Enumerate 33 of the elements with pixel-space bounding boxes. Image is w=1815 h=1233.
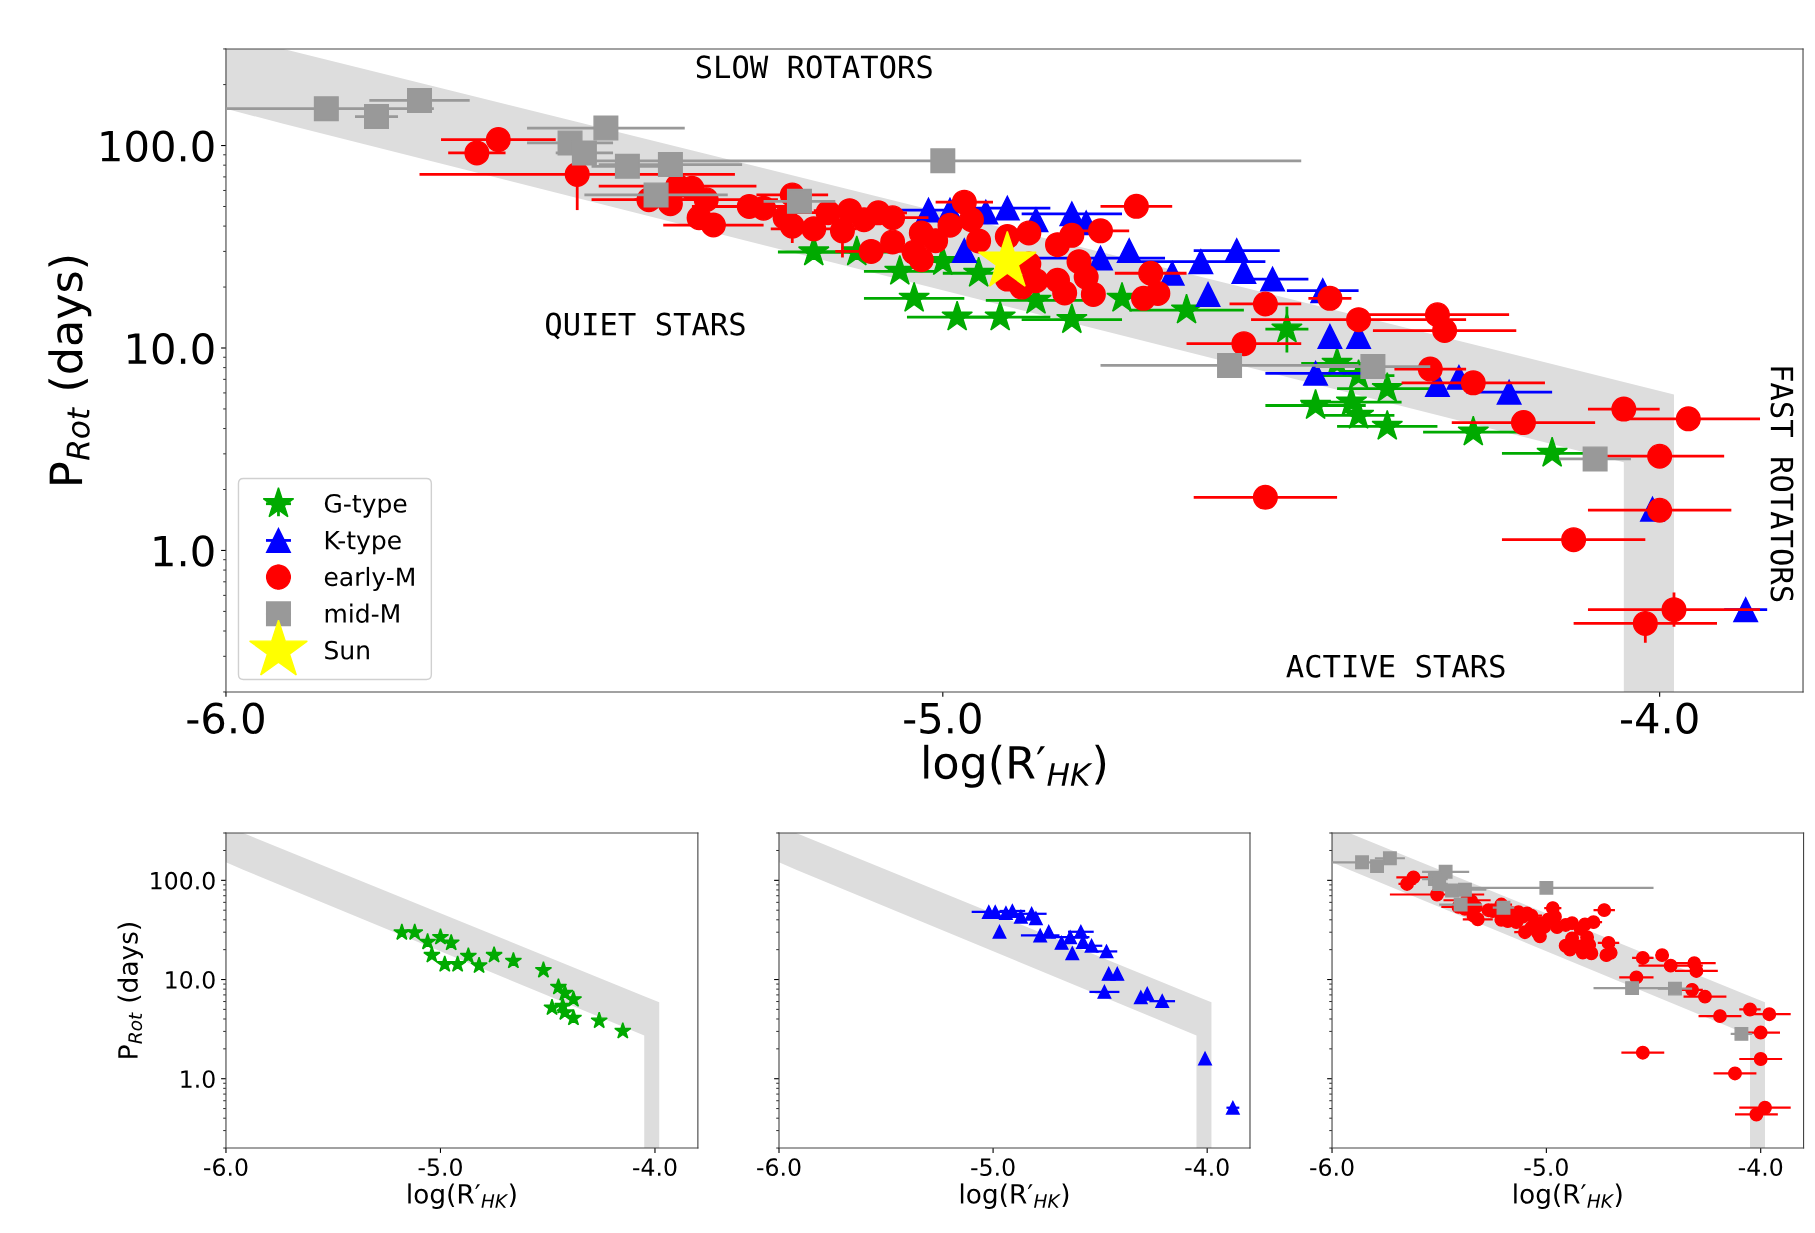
legend-label: mid-M — [325, 603, 399, 623]
x-tick-label: -5.0 — [1524, 1158, 1568, 1177]
legend-label: G-type — [324, 493, 407, 518]
x-tick-label: -4.0 — [633, 1158, 677, 1177]
y-tick-label: 100.0 — [101, 130, 214, 162]
y-tick-label: 1.0 — [181, 1070, 215, 1089]
annotation: FAST ROTATORS — [1770, 367, 1794, 602]
annotation: QUIET STARS — [546, 312, 745, 340]
x-tick-label: -5.0 — [971, 1158, 1015, 1177]
x-tick-label: -5.0 — [904, 702, 981, 734]
x-tick-label: -6.0 — [204, 1158, 248, 1177]
x-axis-title: log(R′$_{HK}$) — [960, 1183, 1069, 1209]
legend-label: K-type — [325, 530, 401, 555]
x-tick-label: -6.0 — [757, 1158, 801, 1177]
y-axis-title: P$_{Rot}$ (days) — [117, 923, 144, 1058]
x-tick-label: -4.0 — [1185, 1158, 1229, 1177]
y-tick-label: 100.0 — [151, 871, 215, 890]
y-tick-label: 10.0 — [128, 332, 214, 365]
x-tick-label: -4.0 — [1738, 1158, 1783, 1177]
y-tick-label: 1.0 — [154, 535, 214, 567]
annotation: ACTIVE STARS — [1286, 654, 1505, 678]
y-axis-title: P$_{Rot}$ (days) — [48, 256, 92, 484]
annotation: SLOW ROTATORS — [696, 55, 932, 79]
x-axis-title: log(R′$_{HK}$) — [408, 1183, 516, 1209]
legend-label: Sun — [325, 640, 369, 660]
x-tick-label: -4.0 — [1621, 702, 1698, 734]
x-axis-title: log(R′$_{HK}$) — [1514, 1183, 1622, 1209]
x-tick-label: -5.0 — [418, 1158, 462, 1177]
x-tick-label: -6.0 — [187, 702, 264, 734]
y-tick-label: 10.0 — [166, 970, 215, 989]
x-tick-label: -6.0 — [1310, 1158, 1354, 1177]
x-axis-title: log(R′$_{HK}$) — [924, 744, 1106, 788]
legend-label: early-M — [324, 566, 414, 592]
